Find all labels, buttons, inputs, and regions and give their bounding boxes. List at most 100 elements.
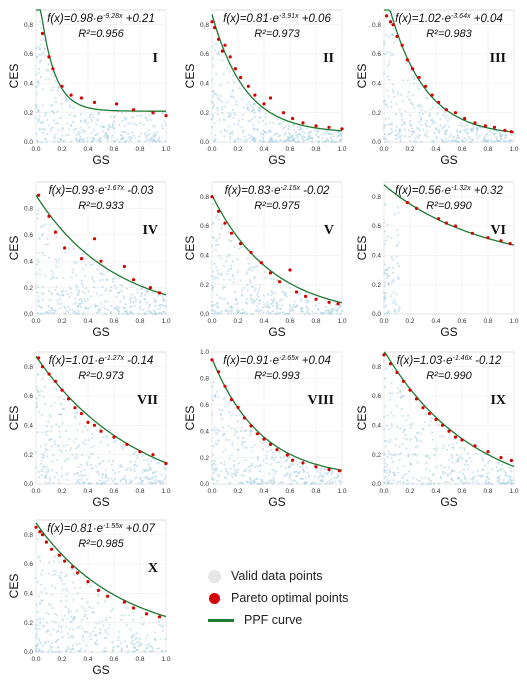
valid-data-point bbox=[383, 136, 386, 139]
pareto-point bbox=[492, 125, 497, 129]
y-tick-label: 0.8 bbox=[372, 22, 381, 29]
valid-data-point bbox=[37, 373, 40, 376]
valid-data-point bbox=[90, 650, 93, 654]
valid-data-point bbox=[40, 649, 43, 653]
valid-data-point bbox=[396, 91, 400, 94]
y-tick-label: 0.2 bbox=[24, 110, 33, 117]
valid-data-point bbox=[67, 305, 70, 308]
pareto-point bbox=[37, 193, 41, 197]
valid-data-point bbox=[82, 474, 85, 477]
valid-data-point bbox=[487, 482, 491, 485]
valid-data-point bbox=[385, 464, 389, 467]
pareto-point bbox=[223, 43, 227, 47]
valid-data-point bbox=[256, 455, 259, 458]
valid-data-point bbox=[146, 134, 149, 137]
valid-data-point bbox=[238, 119, 241, 122]
valid-data-point bbox=[212, 64, 215, 67]
valid-data-point bbox=[133, 650, 136, 653]
valid-data-point bbox=[120, 650, 123, 653]
valid-data-point bbox=[119, 480, 122, 483]
valid-data-point bbox=[386, 123, 389, 126]
valid-data-point bbox=[258, 310, 261, 313]
valid-data-point bbox=[423, 420, 426, 424]
valid-data-point bbox=[99, 136, 102, 139]
valid-data-point bbox=[101, 620, 104, 623]
valid-data-point bbox=[317, 128, 320, 131]
valid-data-point bbox=[140, 616, 143, 619]
valid-data-point bbox=[405, 479, 408, 482]
valid-data-point bbox=[34, 117, 38, 120]
valid-data-point bbox=[125, 309, 128, 312]
valid-data-point bbox=[56, 458, 59, 461]
valid-data-point bbox=[216, 113, 219, 116]
valid-data-point bbox=[211, 301, 214, 304]
x-tick-label: 0.0 bbox=[379, 146, 388, 153]
valid-data-point bbox=[288, 476, 291, 479]
valid-data-point bbox=[291, 308, 294, 311]
valid-data-point bbox=[44, 274, 47, 277]
valid-data-point bbox=[65, 649, 68, 653]
valid-data-point bbox=[122, 295, 125, 298]
valid-data-point bbox=[463, 477, 466, 480]
valid-data-point bbox=[221, 108, 224, 111]
valid-data-point bbox=[390, 128, 393, 131]
valid-data-point bbox=[38, 268, 42, 271]
valid-data-point bbox=[59, 599, 63, 603]
valid-data-point bbox=[141, 454, 144, 457]
valid-data-point bbox=[281, 311, 284, 314]
valid-data-point bbox=[235, 103, 238, 106]
valid-data-point bbox=[241, 308, 244, 312]
valid-data-point bbox=[48, 478, 52, 482]
valid-data-point bbox=[448, 481, 451, 484]
valid-data-point bbox=[117, 470, 120, 473]
valid-data-point bbox=[251, 103, 255, 106]
valid-data-point bbox=[284, 139, 287, 142]
valid-data-point bbox=[57, 302, 60, 305]
valid-data-point bbox=[135, 464, 138, 468]
valid-data-point bbox=[52, 573, 55, 577]
valid-data-point bbox=[271, 292, 274, 295]
pareto-point bbox=[447, 429, 451, 433]
valid-data-point bbox=[473, 475, 476, 478]
valid-data-point bbox=[61, 134, 64, 137]
valid-data-point bbox=[47, 69, 50, 72]
pareto-point bbox=[151, 111, 155, 115]
valid-data-point bbox=[139, 476, 142, 479]
valid-data-point bbox=[84, 474, 87, 477]
valid-data-point bbox=[80, 605, 83, 608]
valid-data-point bbox=[245, 312, 248, 316]
valid-data-point bbox=[444, 137, 447, 140]
valid-data-point bbox=[48, 476, 52, 479]
valid-data-point bbox=[139, 299, 142, 303]
valid-data-point bbox=[216, 269, 219, 272]
y-tick-label: 0.2 bbox=[200, 282, 209, 289]
valid-data-point bbox=[311, 481, 314, 484]
valid-points-cloud bbox=[35, 372, 167, 486]
valid-data-point bbox=[158, 311, 161, 314]
valid-data-point bbox=[383, 415, 386, 418]
valid-data-point bbox=[213, 49, 216, 52]
valid-data-point bbox=[406, 414, 410, 417]
valid-data-point bbox=[249, 431, 252, 434]
valid-data-point bbox=[66, 122, 69, 125]
valid-data-point bbox=[119, 300, 122, 303]
valid-data-point bbox=[39, 59, 43, 62]
valid-data-point bbox=[275, 470, 278, 473]
valid-data-point bbox=[262, 311, 265, 314]
valid-data-point bbox=[43, 114, 47, 118]
valid-data-point bbox=[453, 469, 456, 473]
valid-data-point bbox=[213, 396, 217, 399]
formula-exponent: -2.15x bbox=[281, 185, 301, 192]
valid-data-point bbox=[300, 309, 303, 312]
valid-data-point bbox=[34, 576, 38, 580]
valid-data-point bbox=[93, 626, 96, 629]
valid-data-point bbox=[272, 478, 275, 481]
valid-data-point bbox=[386, 424, 389, 427]
valid-data-point bbox=[213, 310, 216, 313]
valid-data-point bbox=[215, 303, 218, 306]
valid-data-point bbox=[386, 65, 389, 68]
pareto-point bbox=[53, 379, 58, 383]
valid-data-point bbox=[271, 468, 274, 472]
pareto-point bbox=[395, 370, 399, 375]
valid-data-point bbox=[503, 470, 506, 473]
